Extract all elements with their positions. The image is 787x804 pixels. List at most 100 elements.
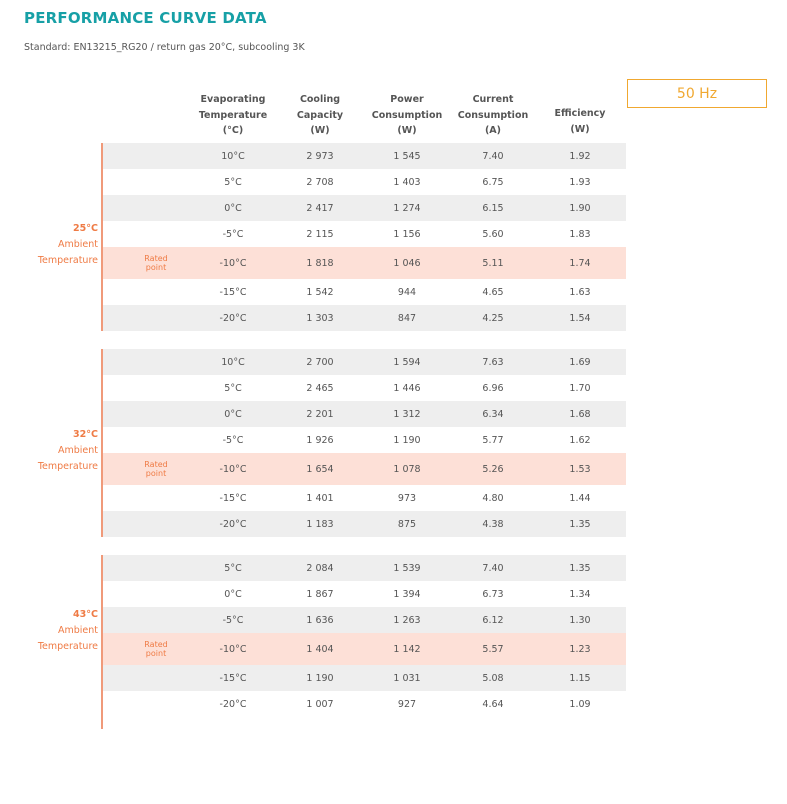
cell-eff: 1.44 [569,492,591,504]
cell-evap: 5°C [224,382,242,394]
cell-cur: 6.34 [482,408,504,420]
table-row: -15°C 1 401 973 4.80 1.44 [103,485,626,511]
cell-pow: 847 [397,312,417,324]
cell-cur: 5.60 [482,228,504,240]
table-row: -20°C 1 007 927 4.64 1.09 [103,691,626,717]
cell-pow: 1 190 [393,434,421,446]
table-row: -5°C 2 115 1 156 5.60 1.83 [103,221,626,247]
table-row: 5°C 2 084 1 539 7.40 1.35 [103,555,626,581]
column-header-line: (W) [397,125,417,136]
cell-cap: 1 007 [306,698,334,710]
cell-cur: 5.11 [482,257,504,269]
page-title: PERFORMANCE CURVE DATA [24,9,267,27]
column-header-line: Evaporating [200,94,266,105]
ambient-temperature-text: Temperature [37,461,98,472]
column-header-line: (°C) [222,125,244,136]
cell-cur: 6.12 [482,614,504,626]
column-header-line: Current [472,94,514,105]
table-row-rated: Rated point -10°C 1 654 1 078 5.26 1.53 [103,453,626,485]
cell-pow: 973 [397,492,417,504]
cell-evap: 0°C [224,408,242,420]
rated-point-text: point [145,263,167,272]
cell-eff: 1.15 [569,672,591,684]
cell-cap: 1 926 [306,434,334,446]
cell-cap: 1 542 [306,286,334,298]
cell-eff: 1.68 [569,408,591,420]
rated-point-label: Rated point [133,453,179,485]
column-header-line: (W) [310,125,330,136]
cell-pow: 1 545 [393,150,421,162]
cell-cur: 6.96 [482,382,504,394]
rated-point-label: Rated point [133,633,179,665]
cell-cap: 1 818 [306,257,334,269]
ambient-temperature-text: Ambient [57,239,98,250]
cell-evap: -5°C [222,614,244,626]
cell-cur: 6.73 [482,588,504,600]
table-row: 0°C 1 867 1 394 6.73 1.34 [103,581,626,607]
cell-evap: 10°C [221,356,245,368]
ambient-temperature-label: 25°C Ambient Temperature [20,221,98,269]
cell-pow: 944 [397,286,417,298]
cell-cur: 4.64 [482,698,504,710]
cell-evap: -10°C [219,463,247,475]
cell-evap: -20°C [219,698,247,710]
cell-eff: 1.83 [569,228,591,240]
cell-evap: -5°C [222,228,244,240]
table-row: -20°C 1 183 875 4.38 1.35 [103,511,626,537]
table-row: -5°C 1 636 1 263 6.12 1.30 [103,607,626,633]
cell-cur: 7.40 [482,150,504,162]
ambient-temperature-text: Ambient [57,445,98,456]
cell-pow: 1 394 [393,588,421,600]
cell-pow: 1 446 [393,382,421,394]
table-row: -15°C 1 190 1 031 5.08 1.15 [103,665,626,691]
column-header-line: (A) [484,125,502,136]
rated-point-text: Rated [144,254,168,263]
cell-cap: 2 465 [306,382,334,394]
cell-cap: 1 303 [306,312,334,324]
cell-eff: 1.35 [569,518,591,530]
cell-eff: 1.70 [569,382,591,394]
cell-cur: 4.65 [482,286,504,298]
rated-point-text: point [145,469,167,478]
cell-eff: 1.92 [569,150,591,162]
rated-point-label: Rated point [133,247,179,279]
group-divider-line [101,555,103,729]
cell-pow: 1 156 [393,228,421,240]
standard-note: Standard: EN13215_RG20 / return gas 20°C… [24,42,305,53]
cell-cap: 2 201 [306,408,334,420]
cell-eff: 1.62 [569,434,591,446]
cell-pow: 1 403 [393,176,421,188]
cell-eff: 1.23 [569,643,591,655]
ambient-temperature-value: 32°C [73,429,98,440]
column-header: Cooling Capacity (W) [270,92,370,139]
rated-point-text: Rated [144,640,168,649]
group-divider-line [101,349,103,537]
column-header-line: Consumption [457,109,529,121]
cell-cur: 4.38 [482,518,504,530]
cell-pow: 875 [397,518,417,530]
cell-eff: 1.90 [569,202,591,214]
ambient-temperature-value: 43°C [73,609,98,620]
cell-evap: -10°C [219,257,247,269]
cell-cap: 1 867 [306,588,334,600]
cell-eff: 1.53 [569,463,591,475]
cell-cap: 1 190 [306,672,334,684]
cell-cap: 1 404 [306,643,334,655]
cell-cur: 6.75 [482,176,504,188]
cell-pow: 1 312 [393,408,421,420]
ambient-temperature-text: Temperature [37,641,98,652]
cell-pow: 1 263 [393,614,421,626]
ambient-temperature-label: 43°C Ambient Temperature [20,607,98,655]
ambient-temperature-label: 32°C Ambient Temperature [20,427,98,475]
cell-pow: 1 594 [393,356,421,368]
cell-cap: 1 401 [306,492,334,504]
cell-cap: 1 183 [306,518,334,530]
table-row: 10°C 2 700 1 594 7.63 1.69 [103,349,626,375]
cell-cap: 2 973 [306,150,334,162]
cell-evap: 0°C [224,588,242,600]
cell-pow: 1 046 [393,257,421,269]
table-row: 10°C 2 973 1 545 7.40 1.92 [103,143,626,169]
table-row: 0°C 2 417 1 274 6.15 1.90 [103,195,626,221]
cell-cur: 7.40 [482,562,504,574]
cell-evap: -20°C [219,518,247,530]
